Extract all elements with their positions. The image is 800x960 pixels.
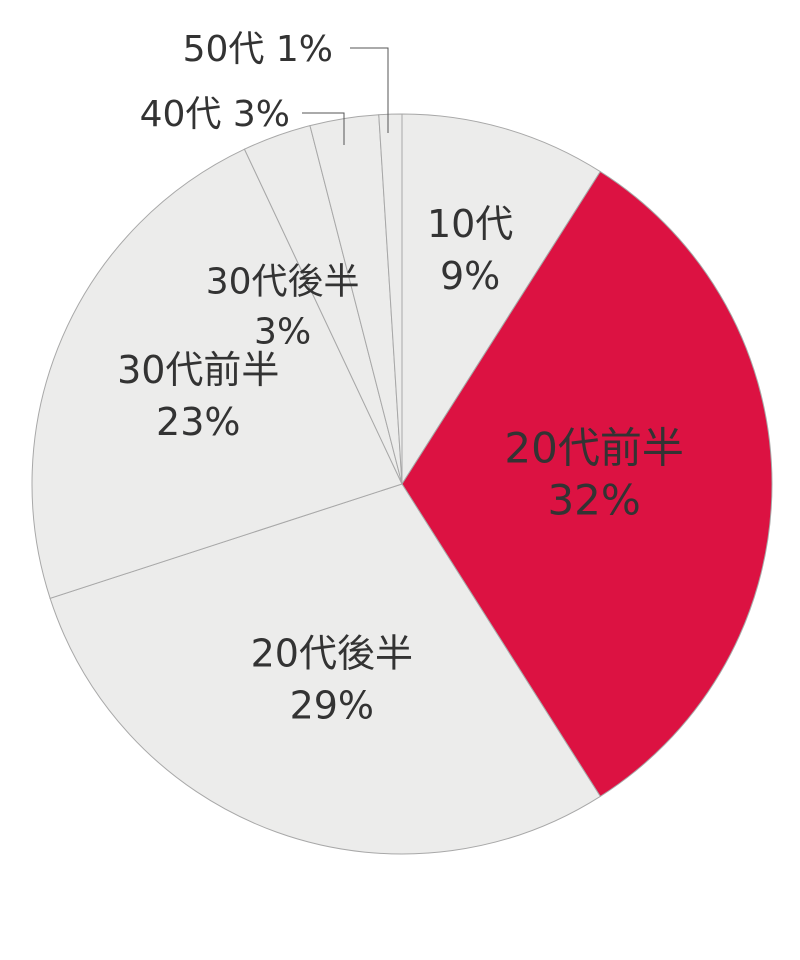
slice-value-label: 9% — [440, 254, 500, 298]
pie-slice-3 — [49, 483, 601, 855]
slice-category-label: 30代前半 — [117, 348, 279, 392]
slice-value-label: 23% — [156, 400, 240, 444]
slice-category-label: 10代 — [427, 202, 513, 246]
pie-slices — [31, 113, 773, 855]
pie-leader-lines — [302, 47, 389, 145]
slice-value-label: 29% — [290, 683, 374, 727]
pie-slice-4 — [31, 148, 403, 599]
pie-slice-2 — [401, 170, 773, 798]
slice-category-label: 20代後半 — [251, 631, 413, 675]
slice-category-label: 30代後半 — [206, 261, 360, 302]
pie-slice-7 — [378, 113, 403, 485]
pie-slice-1 — [401, 113, 601, 486]
leader-line — [302, 112, 345, 145]
leader-line — [350, 47, 389, 133]
slice-value-label: 32% — [547, 476, 640, 525]
slice-category-label: 20代前半 — [504, 424, 683, 473]
slice-outside-label: 40代 3% — [140, 94, 290, 135]
slice-value-label: 3% — [254, 311, 311, 352]
slice-outside-label: 50代 1% — [183, 29, 333, 70]
